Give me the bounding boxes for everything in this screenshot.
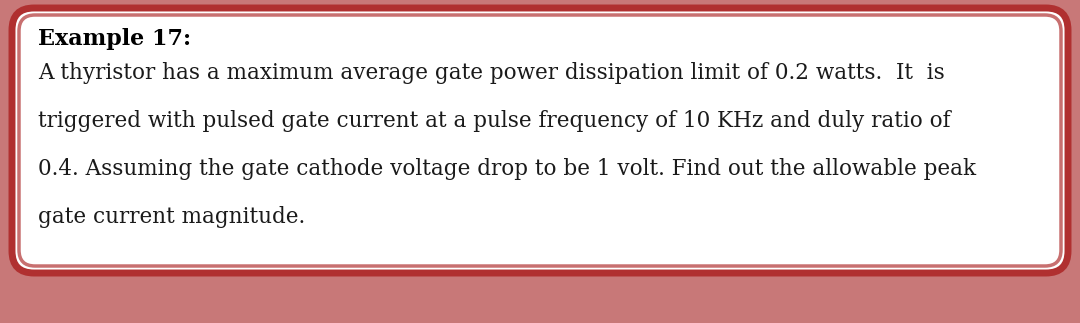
Text: triggered with pulsed gate current at a pulse frequency of 10 KHz and duly ratio: triggered with pulsed gate current at a …: [38, 110, 950, 132]
Text: 0.4. Assuming the gate cathode voltage drop to be 1 volt. Find out the allowable: 0.4. Assuming the gate cathode voltage d…: [38, 158, 976, 180]
Text: A thyristor has a maximum average gate power dissipation limit of 0.2 watts.  It: A thyristor has a maximum average gate p…: [38, 62, 945, 84]
Text: gate current magnitude.: gate current magnitude.: [38, 206, 306, 228]
FancyBboxPatch shape: [12, 8, 1068, 273]
FancyBboxPatch shape: [19, 15, 1061, 266]
Text: Example 17:: Example 17:: [38, 28, 191, 50]
